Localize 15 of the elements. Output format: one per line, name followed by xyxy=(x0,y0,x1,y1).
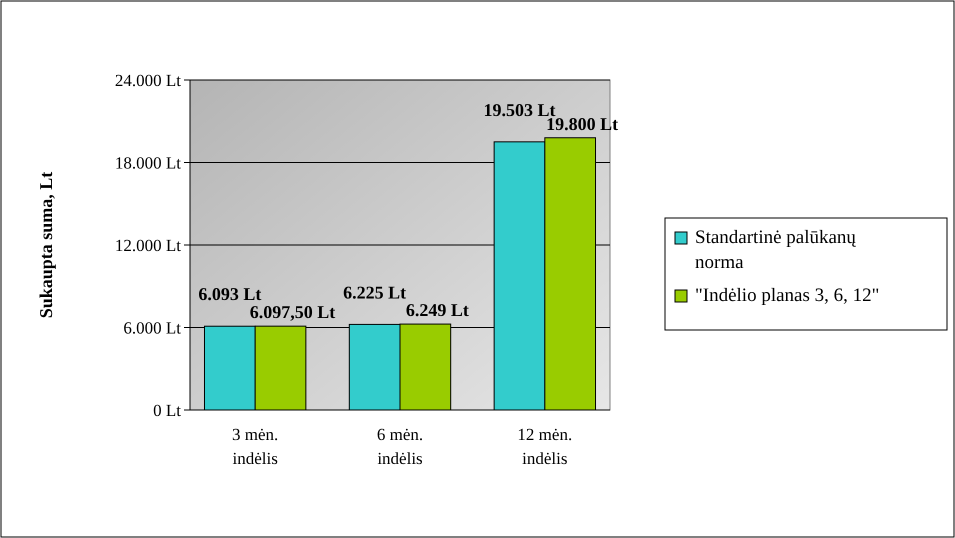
y-tick-label: 0 Lt xyxy=(153,400,182,420)
y-tick-label: 12.000 Lt xyxy=(114,236,182,255)
legend-label: Standartinė palūkanų norma xyxy=(695,227,856,273)
x-tick-label: 12 mėn. indėlis xyxy=(517,425,572,468)
x-tick-label: 3 mėn. indėlis xyxy=(232,425,278,468)
data-label: 6.093 Lt xyxy=(198,284,262,304)
y-tick-label: 18.000 Lt xyxy=(114,153,182,172)
x-tick-label: 6 mėn. indėlis xyxy=(376,425,424,468)
y-tick-label: 6.000 Lt xyxy=(123,318,182,338)
data-label: 6.249 Lt xyxy=(406,300,469,320)
y-axis-title: Sukaupta suma, Lt xyxy=(36,172,56,318)
data-label: 6.225 Lt xyxy=(343,282,406,302)
legend-label: "Indėlio planas 3, 6, 12" xyxy=(695,285,880,306)
y-tick-label: 24.000 Lt xyxy=(114,70,182,90)
data-label: 6.097,50 Lt xyxy=(250,302,336,322)
